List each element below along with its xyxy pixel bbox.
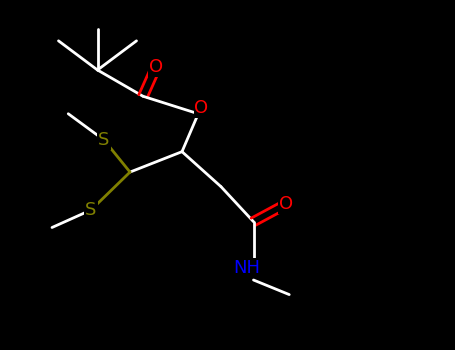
Text: O: O xyxy=(194,99,208,117)
Text: O: O xyxy=(149,58,163,76)
Text: S: S xyxy=(86,201,96,219)
Text: S: S xyxy=(98,131,110,149)
Text: NH: NH xyxy=(233,259,261,277)
Text: O: O xyxy=(279,195,293,213)
